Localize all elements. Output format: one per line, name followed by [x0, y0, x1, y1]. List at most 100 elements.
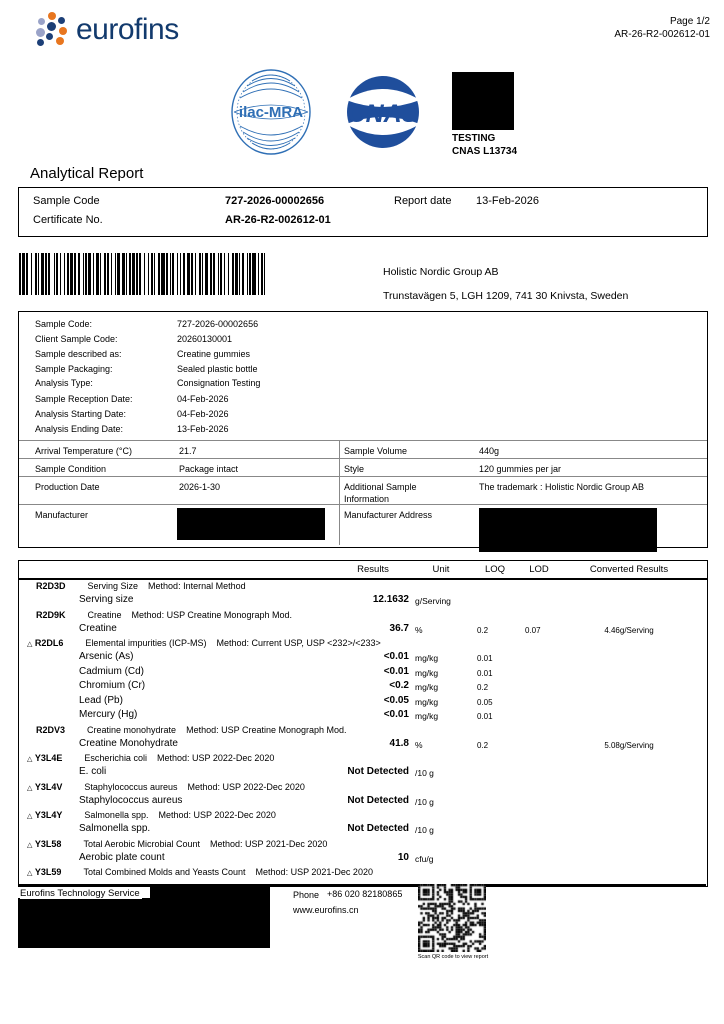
analyte-name: Serving size: [79, 594, 134, 605]
phone-value: +86 020 82180865: [327, 889, 403, 899]
detail-value: 727-2026-00002656: [177, 319, 259, 329]
accreditation-marker: △: [27, 641, 33, 648]
grid-label: Arrival Temperature (°C): [35, 446, 132, 456]
analyte-loq: 0.01: [477, 654, 493, 663]
footer-company: Eurofins Technology Service: [20, 888, 142, 899]
analysis-group-header: △ Y3L4Y Salmonella spp. Method: USP 2022-D…: [27, 810, 276, 820]
analyte-unit: mg/kg: [415, 711, 439, 721]
detail-label: Sample described as:: [35, 349, 122, 359]
website-link[interactable]: www.eurofins.cn: [293, 905, 359, 915]
grid-value: 2026-1-30: [179, 482, 221, 492]
accreditation-marker: △: [27, 841, 33, 849]
analyte-result: Not Detected: [347, 823, 409, 834]
analyte-result: 36.7: [389, 622, 409, 634]
detail-value: 04-Feb-2026: [177, 394, 229, 404]
detail-label: Sample Packaging:: [35, 364, 113, 374]
analyte-loq: 0.05: [477, 697, 493, 707]
analyte-name: Creatine Monohydrate: [79, 737, 178, 749]
analyte-unit: mg/kg: [415, 653, 439, 663]
grid-label: Manufacturer: [35, 510, 89, 520]
accreditation-marker: △: [27, 813, 33, 820]
detail-label: Sample Reception Date:: [35, 394, 133, 404]
analysis-group-header: △ Y3L58 Total Aerobic Microbial Count Meth…: [27, 839, 327, 849]
test-method: Method: USP Creatine Monograph Mod.: [186, 724, 347, 735]
analyte-name: Chromium (Cr): [79, 680, 146, 691]
detail-label: Sample Code:: [35, 319, 93, 329]
analysis-group-header: △ R2DL6 Elemental impurities (ICP-MS) Meth…: [27, 638, 381, 648]
client-address: Trunstavägen 5, LGH 1209, 741 30 Knivsta…: [383, 290, 629, 302]
grid-separator: [19, 504, 707, 505]
test-method: Method: USP 2021-Dec 2020: [210, 838, 328, 849]
accreditation-marks: ilac-MRA CNAS TESTING CNAS L13734: [218, 66, 558, 158]
eurofins-logo: eurofins: [34, 12, 179, 48]
detail-label: Client Sample Code:: [35, 334, 118, 344]
test-method: Method: USP 2022-Dec 2020: [156, 753, 275, 763]
grid-value: The trademark : Holistic Nordic Group AB: [479, 482, 645, 492]
analyte-unit: mg/kg: [415, 696, 439, 707]
accreditation-marker: △: [27, 756, 33, 763]
grid-label: Production Date: [35, 482, 100, 492]
test-name: Salmonella spp.: [84, 810, 149, 820]
analyte-loq: 0.01: [477, 712, 493, 721]
sample-barcode: [19, 253, 267, 295]
test-name: Total Combined Molds and Yeasts Count: [83, 867, 246, 877]
header-certificate-ref: AR-26-R2-002612-01: [614, 29, 710, 40]
test-method: Method: USP 2022-Dec 2020: [187, 781, 305, 792]
analysis-group-header: R2DV3 Creatine monohydrate Method: USP Cre…: [27, 725, 347, 735]
detail-value: Creatine gummies: [177, 349, 251, 359]
grid-value: 120 gummies per jar: [479, 464, 562, 474]
analyte-result: 12.1632: [372, 594, 409, 605]
analyte-result: <0.2: [389, 680, 409, 691]
accreditation-marker: △: [27, 784, 33, 792]
brand-name: eurofins: [76, 13, 179, 46]
test-code: R2DL6: [34, 638, 64, 648]
redacted-manufacturer: [177, 508, 325, 540]
analysis-group-header: R2D9K Creatine Method: USP Creatine Monogr…: [27, 610, 292, 620]
analyte-unit: /10 g: [415, 796, 434, 807]
analyte-name: Aerobic plate count: [79, 851, 165, 863]
column-header: Converted Results: [589, 564, 669, 575]
test-code: Y3L4V: [34, 781, 63, 792]
test-name: Staphylococcus aureus: [84, 781, 178, 792]
detail-value: Consignation Testing: [177, 378, 261, 388]
detail-value: 20260130001: [177, 334, 233, 344]
analysis-group-header: △ Y3L4E Escherichia coli Method: USP 2022-…: [27, 753, 274, 763]
test-name: Creatine: [87, 609, 122, 620]
phone-label: Phone: [293, 890, 320, 900]
qr-code[interactable]: [418, 884, 486, 952]
analyte-lod: 0.07: [525, 625, 541, 635]
grid-separator: [19, 458, 707, 459]
analyte-unit: /10 g: [415, 825, 434, 835]
analyte-unit: %: [415, 624, 423, 635]
test-code: Y3L4Y: [34, 810, 63, 820]
analyte-loq: 0.01: [477, 668, 493, 678]
test-name: Total Aerobic Microbial Count: [83, 838, 200, 849]
client-name: Holistic Nordic Group AB: [383, 266, 499, 278]
test-method: Method: USP 2021-Dec 2020: [255, 867, 373, 877]
header-rule: [19, 578, 707, 580]
detail-label: Analysis Ending Date:: [35, 424, 124, 434]
analyte-unit: /10 g: [415, 768, 434, 778]
certificate-value: AR-26-R2-002612-01: [225, 214, 331, 226]
report-date-value: 13-Feb-2026: [476, 195, 539, 207]
svg-text:CNAS: CNAS: [348, 100, 419, 128]
detail-value: 04-Feb-2026: [177, 409, 229, 419]
grid-label: Sample Condition: [35, 464, 107, 474]
test-name: Elemental impurities (ICP-MS): [85, 638, 207, 648]
test-code: R2D3D: [36, 581, 66, 591]
redacted-footer-name: [150, 884, 270, 898]
qr-caption: Scan QR code to view report: [417, 954, 489, 960]
analysis-group-header: △ Y3L4V Staphylococcus aureus Method: USP …: [27, 782, 305, 792]
redacted-footer-address: [18, 898, 270, 948]
page-info: Page 1/2 AR-26-R2-002612-01: [614, 15, 710, 41]
analyte-converted-result: 4.46g/Serving: [604, 625, 654, 635]
analyte-unit: mg/kg: [415, 667, 439, 678]
analysis-group-header: R2D3D Serving Size Method: Internal Method: [27, 581, 246, 591]
certificate-label: Certificate No.: [33, 214, 103, 226]
analyte-result: <0.01: [383, 709, 409, 720]
test-code: Y3L58: [34, 838, 62, 849]
analyte-loq: 0.2: [477, 683, 489, 692]
analyte-loq: 0.2: [477, 740, 489, 750]
analyte-result: <0.01: [383, 665, 409, 677]
